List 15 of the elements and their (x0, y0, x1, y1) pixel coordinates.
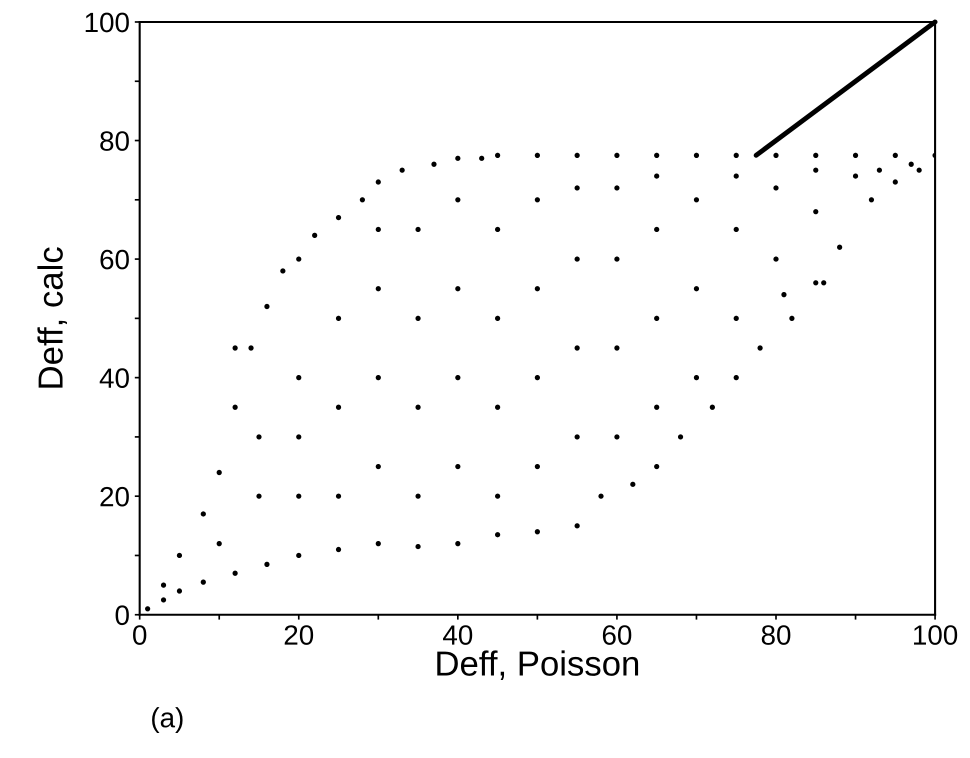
text: (a) (152, 707, 183, 734)
y-tick-label: 0 (116, 605, 129, 626)
x-tick-label: 20 (284, 625, 314, 645)
x-tick-label: 0 (133, 625, 146, 645)
x-tick-label: 100 (914, 625, 958, 645)
y-tick-label: 20 (100, 486, 129, 507)
x-tick-label: 80 (762, 625, 790, 645)
y-tick-label: 80 (100, 131, 129, 151)
x-tick-label: 60 (602, 625, 632, 645)
y-axis-title: Deff, calc (37, 247, 67, 388)
y-tick-label: 100 (86, 12, 129, 32)
x-axis-title: Deff, Poisson (437, 650, 638, 680)
y-tick-label: 60 (100, 250, 129, 270)
y-tick-label: 40 (100, 368, 129, 388)
x-tick-label: 40 (443, 625, 472, 645)
